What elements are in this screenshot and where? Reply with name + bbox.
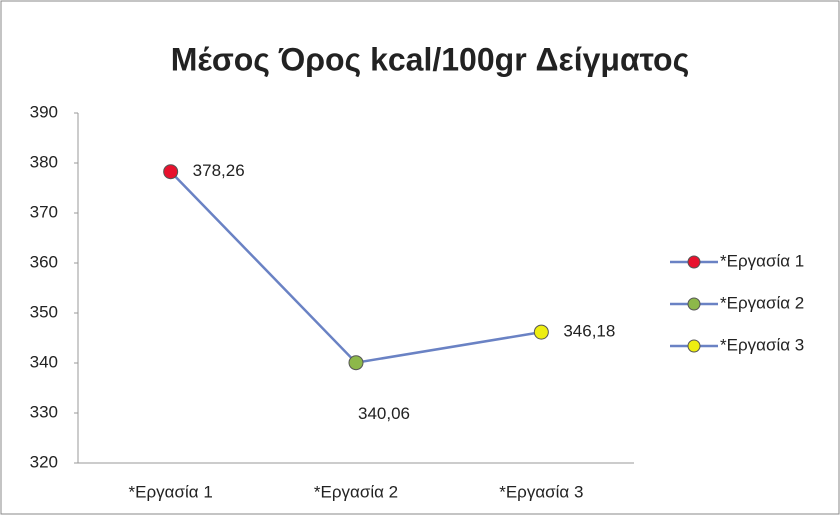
- chart-title: Μέσος Όρος kcal/100gr Δείγματος: [171, 41, 689, 77]
- y-tick-label: 330: [30, 402, 58, 421]
- data-point: [533, 324, 549, 340]
- x-tick-label: *Εργασία 1: [129, 482, 213, 501]
- y-tick-label: 320: [30, 452, 58, 471]
- y-tick-label: 370: [30, 202, 58, 221]
- legend-label: *Εργασία 3: [720, 335, 804, 354]
- x-tick-label: *Εργασία 2: [314, 482, 398, 501]
- legend-label: *Εργασία 2: [720, 293, 804, 312]
- data-point: [348, 355, 364, 371]
- legend-marker: [687, 339, 701, 353]
- y-tick-label: 380: [30, 152, 58, 171]
- y-tick-label: 340: [30, 352, 58, 371]
- x-tick-label: *Εργασία 3: [499, 482, 583, 501]
- data-label: 378,26: [193, 161, 245, 180]
- legend-marker: [687, 255, 701, 269]
- data-label: 346,18: [563, 322, 615, 341]
- y-tick-label: 390: [30, 102, 58, 121]
- data-point: [163, 164, 179, 180]
- data-label: 340,06: [358, 404, 410, 423]
- y-tick-label: 350: [30, 302, 58, 321]
- legend-marker: [687, 297, 701, 311]
- y-tick-label: 360: [30, 252, 58, 271]
- legend-label: *Εργασία 1: [720, 251, 804, 270]
